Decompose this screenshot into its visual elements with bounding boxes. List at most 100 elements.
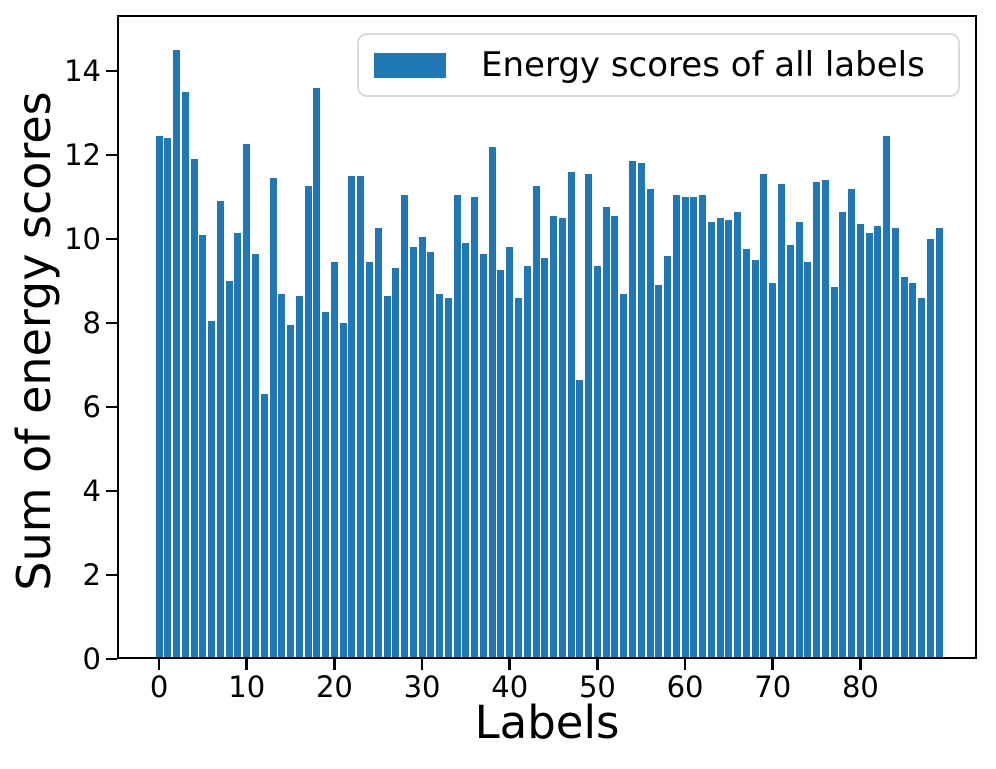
bar-6 [208,320,216,659]
bar-18 [313,87,321,659]
bar-46 [558,217,566,659]
y-tick-mark-14 [106,69,117,73]
x-tick-mark-30 [420,659,424,670]
bar-23 [357,175,365,659]
y-tick-mark-10 [106,237,117,241]
bar-65 [725,220,733,659]
x-tick-label-40: 40 [491,670,529,704]
bar-50 [593,266,601,659]
bar-84 [891,228,899,659]
x-tick-mark-80 [859,659,862,670]
y-tick-label-8: 8 [82,305,101,340]
bar-27 [392,268,400,659]
bar-55 [637,163,645,659]
x-tick-label-80: 80 [841,670,879,704]
bar-74 [804,262,812,659]
x-tick-mark-10 [245,659,248,670]
bar-25 [374,228,382,659]
bar-33 [444,297,452,659]
bar-47 [567,171,575,659]
bar-79 [848,188,856,659]
bar-44 [541,257,549,659]
bar-13 [269,178,277,659]
bar-41 [515,297,522,659]
bar-81 [865,232,873,659]
bar-62 [699,194,707,659]
legend-swatch [374,53,446,78]
bar-82 [874,226,882,659]
y-tick-mark-12 [106,153,117,157]
bar-72 [786,245,794,659]
bar-15 [287,325,295,659]
x-tick-mark-50 [596,659,599,670]
bar-21 [339,322,347,659]
bar-3 [181,91,189,659]
x-tick-label-50: 50 [578,670,616,704]
bar-85 [900,276,908,659]
bar-86 [909,283,917,659]
x-tick-mark-70 [771,659,774,670]
y-tick-label-14: 14 [64,53,101,88]
x-tick-label-70: 70 [754,670,792,704]
x-tick-mark-40 [508,659,511,670]
bar-88 [927,238,935,659]
plot-area [117,15,977,659]
bar-19 [322,312,330,659]
bar-5 [199,234,207,659]
bar-69 [760,173,768,659]
bar-10 [243,144,251,659]
bar-48 [576,379,584,659]
bar-43 [532,186,540,659]
x-tick-mark-0 [157,659,161,670]
bar-76 [821,180,829,659]
legend: Energy scores of all labels [357,33,960,97]
x-tick-mark-20 [333,659,336,670]
legend-label: Energy scores of all labels [481,45,925,85]
x-tick-label-60: 60 [666,670,704,704]
bar-75 [813,182,821,659]
bar-37 [479,253,487,659]
y-tick-mark-0 [106,657,117,661]
x-tick-label-0: 0 [149,670,169,704]
bar-35 [462,243,470,659]
bar-89 [935,228,943,659]
y-tick-label-4: 4 [82,473,101,508]
x-axis-label: Labels [474,696,620,749]
bar-51 [602,207,610,659]
bar-73 [795,222,803,659]
y-tick-label-6: 6 [82,389,101,424]
bar-53 [620,293,628,659]
bar-31 [427,251,435,659]
bar-2 [173,49,181,659]
bar-64 [716,217,724,659]
bar-42 [523,266,531,659]
bar-87 [918,297,926,659]
bar-20 [330,262,338,659]
bar-77 [830,287,838,659]
bar-1 [164,138,172,659]
bar-4 [190,159,198,659]
x-tick-label-30: 30 [403,670,441,704]
bar-16 [295,295,303,659]
bar-8 [225,280,233,659]
bar-32 [436,293,444,659]
bar-78 [839,211,847,659]
y-tick-mark-6 [106,405,117,409]
bar-26 [383,295,391,659]
y-tick-label-10: 10 [64,221,101,256]
bar-58 [664,255,672,659]
x-tick-label-10: 10 [228,670,266,704]
bar-9 [234,232,242,659]
bar-22 [348,175,356,659]
bar-36 [471,196,479,659]
bar-49 [585,173,593,659]
y-axis-label: Sum of energy scores [7,91,61,591]
y-tick-mark-4 [106,489,117,493]
bar-7 [216,201,224,659]
bar-68 [751,259,759,659]
y-tick-label-2: 2 [82,557,101,592]
bar-30 [418,236,426,659]
bar-12 [260,394,268,659]
bar-63 [707,222,715,659]
